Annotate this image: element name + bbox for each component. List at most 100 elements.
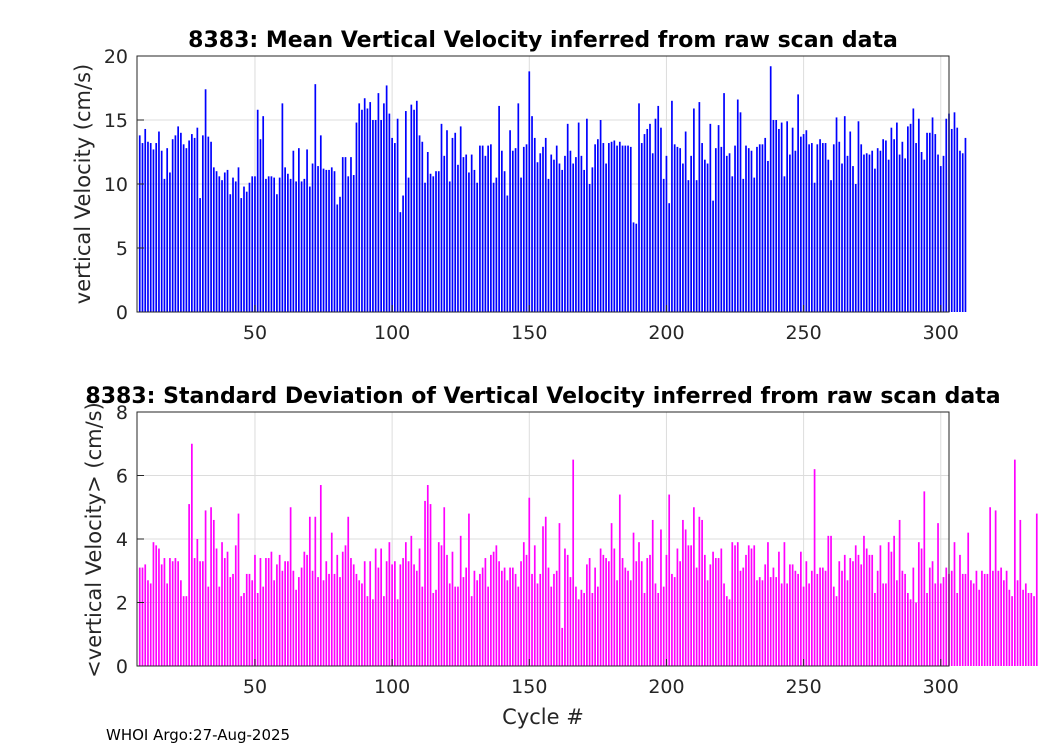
mean-velocity-bar [778, 128, 780, 312]
std-velocity-bar [492, 551, 495, 666]
std-velocity-bar [180, 580, 182, 666]
std-velocity-bar [1035, 513, 1038, 666]
std-velocity-x-tick-label: 50 [243, 676, 267, 698]
mean-velocity-bar [813, 182, 816, 312]
std-velocity-bar [586, 564, 588, 666]
mean-velocity-bar [810, 143, 813, 312]
std-velocity-bar [865, 548, 868, 666]
std-velocity-bar [292, 570, 295, 666]
mean-velocity-bar [550, 154, 553, 312]
mean-velocity-bar [629, 146, 632, 312]
std-velocity-bar [514, 573, 517, 666]
std-velocity-bar [569, 577, 572, 666]
std-velocity-bar [182, 596, 185, 666]
std-velocity-bar [369, 561, 372, 666]
std-velocity-bar [780, 583, 783, 666]
std-velocity-bar [501, 570, 503, 666]
std-velocity-bar [646, 558, 649, 666]
std-velocity-bar [476, 580, 479, 666]
std-velocity-bar [841, 570, 843, 666]
std-velocity-bars [138, 443, 1038, 667]
std-velocity-bar [388, 542, 391, 666]
mean-velocity-bar [896, 122, 898, 312]
std-velocity-bar [682, 519, 684, 666]
std-velocity-bar [816, 573, 819, 666]
std-velocity-bar [336, 554, 339, 667]
mean-velocity-bar [909, 123, 912, 312]
std-velocity-bar [163, 558, 166, 666]
std-velocity-bar [830, 535, 832, 666]
std-velocity-bar [849, 558, 852, 666]
mean-velocity-y-tick-label: 10 [104, 174, 128, 196]
mean-velocity-bar [415, 100, 418, 312]
mean-velocity-bar [841, 163, 843, 312]
mean-velocity-bar [964, 137, 967, 312]
std-velocity-y-ticks: 0 2 4 6 8 [116, 402, 144, 678]
std-velocity-bar [380, 548, 382, 666]
std-velocity-bar [901, 570, 904, 666]
mean-velocity-bar [457, 164, 459, 312]
std-velocity-bar [374, 548, 377, 666]
std-velocity-bar [333, 573, 336, 666]
std-velocity-bar [577, 599, 580, 666]
mean-velocity-bar [147, 141, 149, 312]
std-velocity-bar [599, 548, 602, 666]
std-velocity-bar [339, 577, 341, 666]
mean-velocity-bar [753, 177, 756, 312]
std-velocity-bar [800, 551, 802, 666]
std-velocity-y-tick-label: 8 [116, 402, 128, 424]
std-velocity-bar [311, 570, 314, 666]
mean-velocity-x-tick-label: 300 [923, 322, 959, 344]
std-velocity-bar [550, 586, 553, 667]
mean-velocity-bar [734, 145, 736, 312]
std-velocity-bar [657, 592, 660, 666]
mean-velocity-bar [218, 176, 221, 312]
std-velocity-bar [193, 558, 196, 666]
mean-velocity-title: 8383: Mean Vertical Velocity inferred fr… [188, 28, 898, 53]
mean-velocity-bar [893, 139, 895, 312]
mean-velocity-bar [953, 112, 956, 312]
mean-velocity-bar [525, 144, 528, 312]
std-velocity-bar [808, 583, 810, 666]
std-velocity-bar [953, 542, 956, 666]
mean-velocity-bar [174, 135, 177, 312]
std-velocity-bar [196, 539, 199, 666]
std-velocity-bar [511, 567, 514, 666]
std-velocity-bar [267, 558, 270, 666]
std-velocity-bar [783, 542, 786, 666]
std-velocity-chart: 50 100 150 200 250 300 0 2 4 6 8 <vertical Veloci… [82, 384, 1038, 729]
std-velocity-bar [898, 519, 901, 666]
mean-velocity-bar [413, 109, 415, 312]
mean-velocity-y-tick-label: 20 [104, 46, 128, 68]
std-velocity-bar [712, 551, 714, 666]
mean-velocity-bar [476, 182, 479, 312]
mean-velocity-bar [503, 171, 506, 312]
std-velocity-bar [945, 567, 948, 666]
mean-velocity-bar [256, 109, 259, 312]
std-velocity-bar [201, 561, 204, 666]
std-velocity-bar [377, 567, 380, 666]
mean-velocity-bar [764, 137, 767, 312]
std-velocity-bar [155, 545, 158, 666]
std-velocity-bar [138, 567, 141, 666]
mean-velocity-bar [599, 120, 602, 312]
mean-velocity-bar [265, 178, 267, 312]
mean-velocity-x-tick-label: 150 [511, 322, 547, 344]
std-velocity-bar [561, 627, 564, 666]
std-velocity-bar [243, 592, 245, 666]
std-velocity-bar [635, 561, 638, 666]
mean-velocity-bar [270, 176, 273, 312]
std-velocity-bar [917, 542, 920, 666]
mean-velocity-bar [196, 127, 199, 313]
mean-velocity-bar [926, 132, 928, 312]
mean-velocity-bar [443, 155, 446, 312]
std-velocity-bar [931, 561, 934, 666]
mean-velocity-bar [852, 166, 854, 312]
std-velocity-bar [896, 580, 898, 666]
std-velocity-bar [602, 554, 605, 667]
std-velocity-bar [778, 551, 780, 666]
mean-velocity-y-ticks: 0 5 10 15 20 [104, 46, 144, 324]
mean-velocity-bar [800, 136, 802, 312]
std-velocity-bar [207, 586, 210, 667]
std-velocity-bar [767, 542, 769, 666]
